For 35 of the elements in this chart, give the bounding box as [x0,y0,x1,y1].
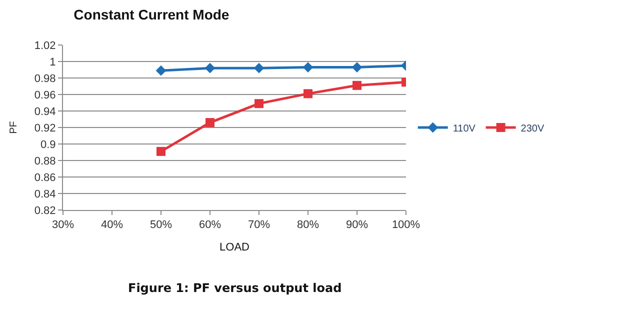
x-axis-title: LOAD [220,241,250,254]
chart-title: Constant Current Mode [74,6,230,22]
legend-label: 230V [520,123,544,134]
x-tick-label: 100% [392,219,420,232]
x-tick-label: 30% [52,219,74,232]
y-tick-label: 0.9 [40,138,56,151]
point [302,62,314,72]
point [352,80,362,90]
y-tick-label: 0.98 [34,72,56,85]
y-axis-title: PF [8,121,20,134]
y-tick-label: 0.84 [34,188,56,200]
point [304,89,312,98]
point [204,62,216,74]
x-tick-label: 70% [248,219,270,232]
y-tick-label: 1.02 [34,40,56,52]
point [254,62,264,74]
y-tick-label: 0.94 [34,106,56,118]
x-tick-label: 40% [100,219,124,232]
y-tick-label: 0.88 [34,155,56,168]
point [352,62,362,72]
point [156,65,166,76]
y-tick-label: 0.86 [34,172,56,184]
x-tick-label: 60% [198,219,222,232]
x-tick-label: 80% [296,219,320,232]
x-tick-label: 90% [346,219,368,232]
point [206,118,214,128]
point [254,99,264,108]
caption: Figure 1: PF versus output load [128,281,342,295]
x-tick-label: 50% [150,219,172,232]
y-tick-label: 0.92 [34,122,56,134]
legend-label: 110V [452,123,476,134]
point [156,146,166,156]
y-tick-label: 0.82 [34,204,56,217]
y-tick-label: 0.96 [34,89,56,102]
y-tick-label: 1 [50,56,56,68]
